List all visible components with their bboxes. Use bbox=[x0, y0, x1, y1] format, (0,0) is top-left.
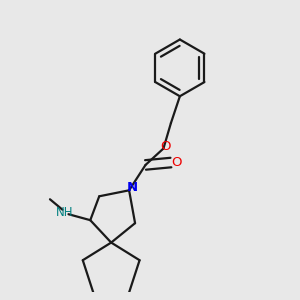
Text: N: N bbox=[127, 182, 138, 194]
Text: O: O bbox=[160, 140, 171, 153]
Text: O: O bbox=[171, 156, 181, 169]
Text: NH: NH bbox=[56, 206, 74, 219]
